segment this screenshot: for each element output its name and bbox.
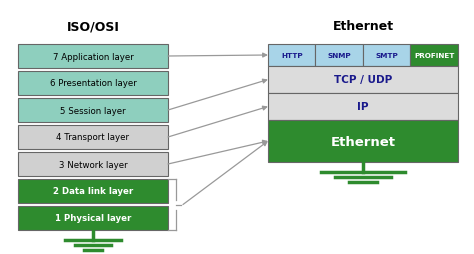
- Text: TCP / UDP: TCP / UDP: [334, 75, 392, 85]
- Bar: [18, 206, 168, 230]
- Text: Ethernet: Ethernet: [332, 20, 393, 33]
- Bar: [18, 152, 168, 176]
- Bar: [268, 67, 458, 94]
- Text: SMTP: SMTP: [375, 53, 398, 59]
- Bar: [18, 125, 168, 149]
- Bar: [18, 179, 168, 203]
- Text: 7 Application layer: 7 Application layer: [53, 52, 133, 61]
- Bar: [268, 121, 458, 162]
- Text: 1 Physical layer: 1 Physical layer: [55, 214, 131, 223]
- Text: 4 Transport layer: 4 Transport layer: [56, 133, 129, 142]
- Text: Ethernet: Ethernet: [330, 135, 395, 148]
- Text: 5 Session layer: 5 Session layer: [60, 106, 126, 115]
- Bar: [18, 72, 168, 96]
- Text: SNMP: SNMP: [328, 53, 351, 59]
- Bar: [18, 99, 168, 122]
- Bar: [410, 45, 458, 67]
- Bar: [363, 45, 410, 67]
- Text: IP: IP: [357, 102, 369, 112]
- Text: ISO/OSI: ISO/OSI: [66, 20, 119, 33]
- Text: HTTP: HTTP: [281, 53, 302, 59]
- Bar: [268, 45, 316, 67]
- Text: 6 Presentation layer: 6 Presentation layer: [50, 79, 137, 88]
- Bar: [268, 94, 458, 121]
- Text: 3 Network layer: 3 Network layer: [59, 160, 128, 169]
- Bar: [316, 45, 363, 67]
- Text: 2 Data link layer: 2 Data link layer: [53, 187, 133, 196]
- Bar: [18, 45, 168, 69]
- Text: PROFINET: PROFINET: [414, 53, 455, 59]
